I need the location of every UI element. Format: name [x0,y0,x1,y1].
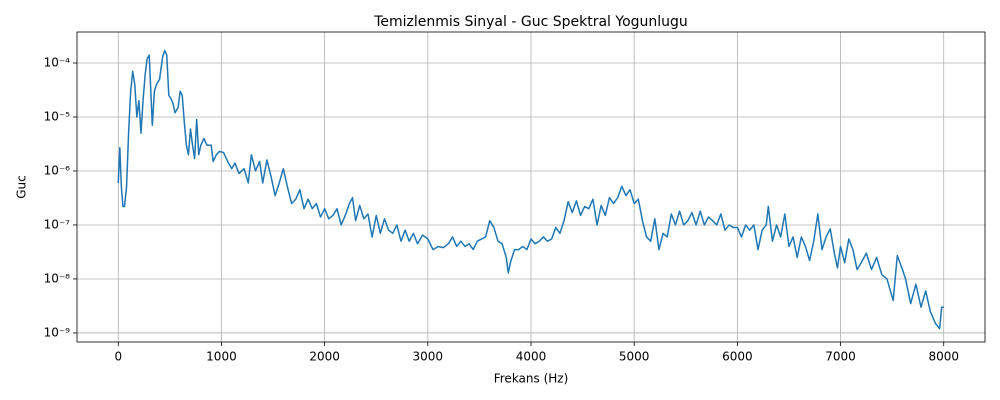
plot-frame [76,31,986,343]
y-tick-label: 10⁻⁶ [44,163,71,177]
y-axis-label: Guc [15,175,29,199]
y-tick-label: 10⁻⁴ [44,55,71,69]
y-tick-label: 10⁻⁹ [44,325,71,339]
y-tick-label: 10⁻⁵ [44,109,71,123]
x-tick-label: 0 [114,350,122,364]
y-tick-label: 10⁻⁸ [44,271,71,285]
chart-title: Temizlenmis Sinyal - Guc Spektral Yogunl… [373,14,688,30]
x-tick-label: 5000 [619,350,650,364]
x-tick-label: 8000 [928,350,959,364]
x-tick-label: 2000 [309,350,340,364]
x-tick-label: 4000 [516,350,547,364]
y-tick-label: 10⁻⁷ [44,217,71,231]
x-tick-label: 3000 [413,350,444,364]
x-tick-label: 1000 [206,350,237,364]
x-axis-label: Frekans (Hz) [494,372,569,386]
x-tick-label: 7000 [825,350,856,364]
x-tick-label: 6000 [722,350,753,364]
data-line [117,49,944,330]
